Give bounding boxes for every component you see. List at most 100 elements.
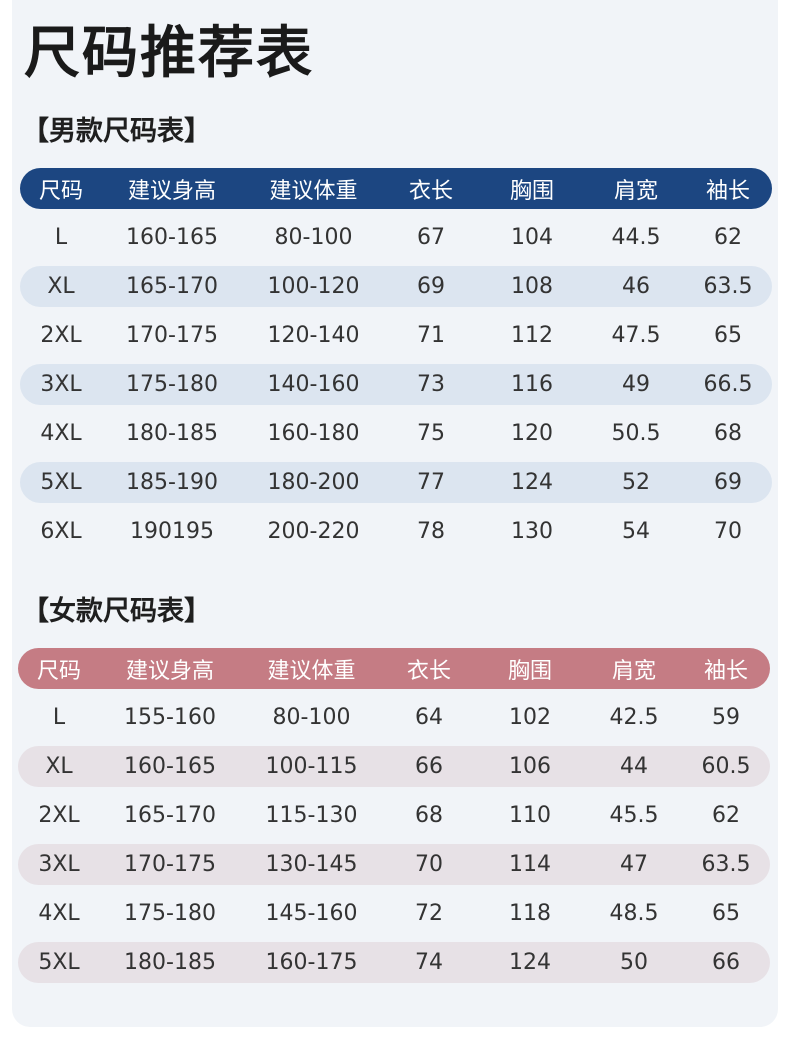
cell-shoulder: 52 — [622, 470, 650, 495]
cell-sleeve: 62 — [712, 803, 740, 828]
cell-shoulder: 44 — [620, 754, 648, 779]
cell-shoulder: 48.5 — [609, 901, 659, 926]
table-row: 4XL 175-180 145-160 72 118 48.5 65 — [18, 893, 770, 934]
cell-height: 175-180 — [124, 901, 216, 926]
cell-height: 190195 — [130, 519, 214, 544]
table-row: 2XL 170-175 120-140 71 112 47.5 65 — [20, 315, 772, 356]
cell-length: 71 — [417, 323, 445, 348]
cell-shoulder: 47 — [620, 852, 648, 877]
cell-height: 170-175 — [124, 852, 216, 877]
cell-weight: 160-175 — [265, 950, 358, 975]
header-cell-chest: 胸围 — [509, 178, 554, 204]
cell-height: 180-185 — [124, 950, 216, 975]
cell-weight: 80-100 — [274, 225, 353, 250]
cell-sleeve: 63.5 — [703, 274, 753, 299]
cell-length: 68 — [415, 803, 443, 828]
cell-size: 3XL — [40, 372, 82, 397]
women-size-table: 尺码 建议身高 建议体重 衣长 胸围 肩宽 袖长 L 155-160 80-10… — [18, 648, 770, 991]
cell-weight: 140-160 — [267, 372, 360, 397]
header-cell-shoulder: 肩宽 — [613, 178, 658, 204]
cell-height: 160-165 — [126, 225, 218, 250]
cell-length: 73 — [417, 372, 445, 397]
page-title: 尺码推荐表 — [24, 21, 314, 86]
cell-height: 155-160 — [124, 705, 216, 730]
cell-length: 69 — [417, 274, 445, 299]
table-row: 5XL 185-190 180-200 77 124 52 69 — [20, 462, 772, 503]
cell-weight: 130-145 — [265, 852, 358, 877]
cell-height: 185-190 — [126, 470, 218, 495]
cell-chest: 108 — [511, 274, 553, 299]
cell-size: XL — [47, 274, 75, 299]
cell-chest: 120 — [511, 421, 553, 446]
cell-chest: 112 — [511, 323, 553, 348]
header-cell-height: 建议身高 — [125, 658, 214, 684]
cell-length: 72 — [415, 901, 443, 926]
cell-chest: 124 — [511, 470, 553, 495]
cell-sleeve: 68 — [714, 421, 742, 446]
header-cell-weight: 建议体重 — [269, 178, 358, 204]
cell-sleeve: 59 — [712, 705, 740, 730]
header-cell-sleeve: 袖长 — [705, 178, 750, 204]
cell-sleeve: 69 — [714, 470, 742, 495]
cell-height: 180-185 — [126, 421, 218, 446]
cell-shoulder: 50.5 — [611, 421, 661, 446]
table-row: 5XL 180-185 160-175 74 124 50 66 — [18, 942, 770, 983]
cell-chest: 106 — [509, 754, 551, 779]
cell-chest: 102 — [509, 705, 551, 730]
cell-length: 74 — [415, 950, 443, 975]
men-size-table: 尺码 建议身高 建议体重 衣长 胸围 肩宽 袖长 L 160-165 80-10… — [20, 168, 772, 560]
header-cell-sleeve: 袖长 — [703, 658, 748, 684]
cell-length: 66 — [415, 754, 443, 779]
cell-size: L — [54, 225, 68, 250]
cell-size: 5XL — [40, 470, 82, 495]
table-row: 4XL 180-185 160-180 75 120 50.5 68 — [20, 413, 772, 454]
cell-size: 6XL — [40, 519, 82, 544]
cell-weight: 145-160 — [265, 901, 358, 926]
cell-length: 78 — [417, 519, 445, 544]
table-row: 6XL 190195 200-220 78 130 54 70 — [20, 511, 772, 552]
cell-size: 4XL — [38, 901, 80, 926]
cell-height: 170-175 — [126, 323, 218, 348]
cell-sleeve: 62 — [714, 225, 742, 250]
table-row: XL 165-170 100-120 69 108 46 63.5 — [20, 266, 772, 307]
cell-shoulder: 54 — [622, 519, 650, 544]
cell-sleeve: 65 — [714, 323, 742, 348]
cell-sleeve: 70 — [714, 519, 742, 544]
cell-chest: 130 — [511, 519, 553, 544]
cell-shoulder: 45.5 — [609, 803, 659, 828]
cell-length: 77 — [417, 470, 445, 495]
header-cell-height: 建议身高 — [127, 178, 216, 204]
cell-weight: 115-130 — [265, 803, 358, 828]
header-cell-size: 尺码 — [38, 178, 83, 204]
cell-weight: 100-120 — [267, 274, 360, 299]
cell-size: 2XL — [40, 323, 82, 348]
cell-chest: 104 — [511, 225, 553, 250]
table-row: 3XL 170-175 130-145 70 114 47 63.5 — [18, 844, 770, 885]
cell-sleeve: 60.5 — [701, 754, 751, 779]
header-cell-length: 衣长 — [406, 658, 451, 684]
cell-size: 4XL — [40, 421, 82, 446]
cell-shoulder: 49 — [622, 372, 650, 397]
cell-shoulder: 44.5 — [611, 225, 661, 250]
cell-size: L — [52, 705, 66, 730]
cell-sleeve: 65 — [712, 901, 740, 926]
cell-shoulder: 50 — [620, 950, 648, 975]
cell-weight: 80-100 — [272, 705, 351, 730]
cell-weight: 120-140 — [267, 323, 360, 348]
cell-chest: 124 — [509, 950, 551, 975]
cell-height: 175-180 — [126, 372, 218, 397]
cell-weight: 160-180 — [267, 421, 360, 446]
cell-chest: 114 — [509, 852, 551, 877]
cell-size: XL — [45, 754, 73, 779]
cell-length: 70 — [415, 852, 443, 877]
cell-size: 5XL — [38, 950, 80, 975]
header-cell-shoulder: 肩宽 — [611, 658, 656, 684]
cell-height: 165-170 — [124, 803, 216, 828]
cell-chest: 116 — [511, 372, 553, 397]
table-row: 2XL 165-170 115-130 68 110 45.5 62 — [18, 795, 770, 836]
cell-sleeve: 66 — [712, 950, 740, 975]
cell-sleeve: 63.5 — [701, 852, 751, 877]
women-section-title: 【女款尺码表】 — [22, 596, 211, 627]
cell-size: 2XL — [38, 803, 80, 828]
header-cell-length: 衣长 — [408, 178, 453, 204]
